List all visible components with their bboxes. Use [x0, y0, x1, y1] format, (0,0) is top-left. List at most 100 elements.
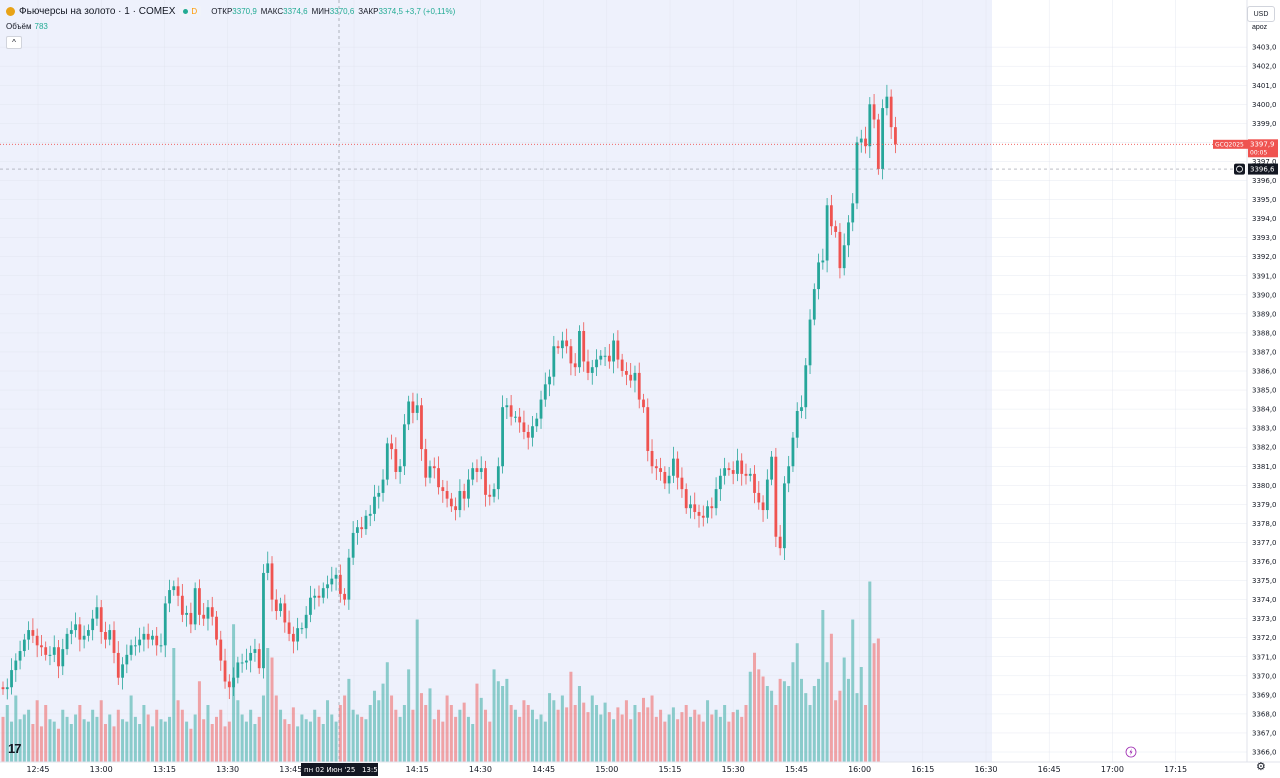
candle-body: [390, 443, 393, 450]
candle-body: [548, 376, 551, 385]
tradingview-logo-icon[interactable]: 17: [8, 741, 22, 756]
candle-body: [471, 468, 475, 480]
volume-bar: [475, 683, 479, 762]
volume-bar: [360, 716, 364, 762]
volume-bar: [616, 707, 620, 762]
volume-bar: [543, 721, 547, 762]
volume-bar: [428, 688, 432, 762]
volume-bar: [612, 719, 616, 762]
candle-body: [343, 593, 346, 600]
volume-bar: [163, 721, 167, 762]
ohlc-open-label: ОТКР: [211, 6, 233, 16]
candle-body: [420, 405, 423, 450]
candle-body: [373, 496, 376, 514]
candle-body: [219, 639, 223, 661]
volume-bar: [146, 714, 150, 762]
volume-bar: [394, 709, 398, 762]
candle-body: [215, 616, 218, 640]
volume-bar: [663, 721, 667, 762]
time-tick-label: 17:15: [1164, 765, 1187, 774]
volume-bar: [351, 709, 355, 762]
price-tick-label: 3403,0: [1252, 44, 1277, 52]
volume-bar: [176, 700, 180, 762]
candle-body: [87, 630, 90, 636]
price-axis[interactable]: 3366,0 3367,0 3368,0 3369,0 3370,0 3371,0 3372…: [1252, 44, 1277, 757]
currency-button[interactable]: USD: [1247, 6, 1275, 22]
price-tick-label: 3387,0: [1252, 348, 1277, 356]
candle-body: [40, 645, 43, 648]
candle-body: [770, 456, 773, 480]
candle-body: [864, 138, 867, 147]
candle-body: [599, 355, 603, 360]
volume-bar: [266, 648, 270, 762]
volume-bar: [407, 669, 411, 762]
price-tick-label: 3401,0: [1252, 82, 1277, 90]
price-tick-label: 3375,0: [1252, 577, 1277, 585]
chart-title[interactable]: Фьючерсы на золото · 1 · COMEX: [19, 5, 176, 17]
candle-body: [257, 649, 261, 669]
candle-body: [851, 203, 855, 223]
volume-bar: [39, 726, 43, 762]
candle-body: [82, 635, 86, 640]
candle-body: [159, 645, 163, 647]
candle-body: [774, 456, 778, 537]
volume-bar: [688, 716, 692, 762]
candle-body: [99, 607, 103, 632]
volume-bars: [1, 581, 880, 762]
market-status-badge[interactable]: D: [179, 5, 202, 17]
volume-bar: [590, 695, 594, 762]
volume-bar: [189, 728, 193, 762]
volume-bar: [381, 683, 385, 762]
time-tick-label: 16:15: [911, 765, 934, 774]
volume-bar: [582, 702, 586, 762]
price-tick-label: 3366,0: [1252, 749, 1277, 757]
candle-body: [253, 649, 257, 653]
volume-bar: [253, 724, 257, 762]
candle-body: [509, 405, 513, 417]
candle-body: [834, 226, 838, 232]
candle-body: [804, 365, 808, 408]
candle-body: [552, 346, 556, 377]
candle-body: [838, 231, 842, 269]
lightning-icon[interactable]: [1125, 746, 1137, 758]
candle-body: [663, 471, 667, 484]
chart-legend: Фьючерсы на золото · 1 · COMEX D ОТКР337…: [6, 5, 455, 17]
candle-body: [800, 407, 803, 412]
price-tick-label: 3397,0: [1252, 158, 1277, 166]
gear-icon[interactable]: ⚙: [1256, 761, 1266, 773]
candle-body: [808, 319, 812, 366]
candle-body: [129, 645, 133, 655]
volume-bar: [842, 657, 846, 762]
volume-bar: [458, 709, 462, 762]
price-tick-label: 3372,0: [1252, 634, 1277, 642]
candle-body: [458, 491, 462, 511]
candle-body: [842, 245, 846, 269]
volume-bar: [804, 693, 808, 762]
candle-body: [74, 624, 77, 631]
collapse-legend-button[interactable]: ^: [6, 36, 22, 49]
volume-bar: [859, 667, 863, 762]
volume-bar: [125, 721, 129, 762]
candle-body: [449, 498, 453, 507]
volume-bar: [556, 709, 560, 762]
candle-body: [432, 466, 436, 469]
time-tick-label: 16:45: [1038, 765, 1061, 774]
crosshair-target-icon[interactable]: [1234, 163, 1245, 175]
candle-body: [121, 664, 124, 678]
crosshair-price-badge: 3396,6: [1234, 163, 1278, 175]
gold-symbol-icon: [6, 6, 15, 16]
time-tick-label: 13:45: [279, 765, 302, 774]
volume-bar: [31, 724, 35, 762]
candle-body: [714, 489, 718, 509]
volume-bar: [398, 716, 402, 762]
volume-bar: [244, 721, 248, 762]
time-axis[interactable]: 12:4513:0013:1513:3013:4514:0014:1514:30…: [26, 765, 1187, 774]
candle-body: [847, 222, 850, 246]
volume-bar: [535, 719, 539, 762]
volume-bar: [432, 719, 436, 762]
volume-bar: [236, 700, 240, 762]
volume-bar: [846, 678, 850, 762]
candle-body: [582, 330, 586, 362]
volume-bar: [697, 714, 701, 762]
